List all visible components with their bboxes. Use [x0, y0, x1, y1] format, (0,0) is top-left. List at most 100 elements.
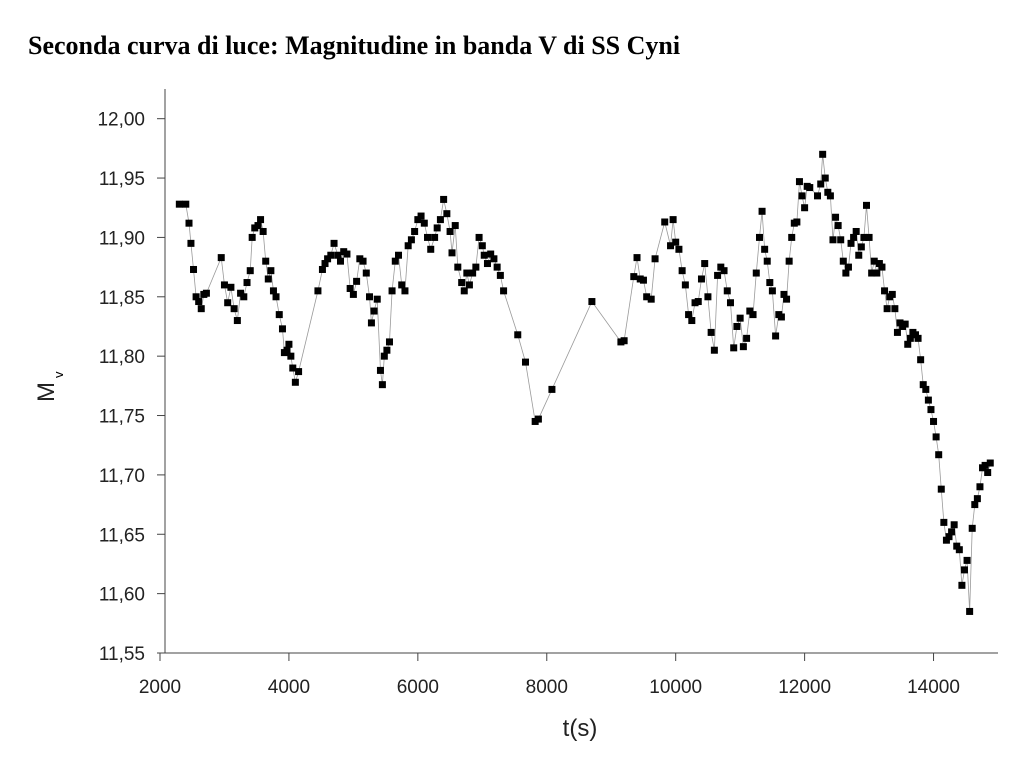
- data-point: [417, 212, 425, 220]
- data-point: [269, 287, 277, 295]
- data-point: [262, 257, 270, 265]
- data-point: [891, 305, 899, 313]
- data-point: [842, 269, 850, 277]
- data-point: [420, 219, 428, 227]
- data-point: [968, 524, 976, 532]
- x-tick-label: 2000: [139, 677, 181, 698]
- data-point: [726, 299, 734, 307]
- data-point: [487, 250, 495, 258]
- data-point: [707, 328, 715, 336]
- y-tick-label: 11,80: [99, 347, 145, 368]
- data-point: [343, 250, 351, 258]
- data-point: [478, 242, 486, 250]
- y-axis-label-sub: v: [51, 371, 66, 378]
- x-tick-label: 4000: [268, 677, 310, 698]
- data-point: [620, 337, 628, 345]
- data-point: [795, 178, 803, 186]
- data-point: [714, 271, 722, 279]
- data-point: [346, 284, 354, 292]
- data-point: [643, 293, 651, 301]
- y-tick-label: 11,75: [99, 407, 145, 428]
- data-point: [395, 251, 403, 259]
- data-point: [404, 242, 412, 250]
- data-point: [844, 263, 852, 271]
- data-point: [855, 251, 863, 259]
- data-point: [548, 385, 556, 393]
- data-point: [857, 243, 865, 251]
- data-point: [385, 338, 393, 346]
- data-point: [720, 267, 728, 275]
- data-point: [704, 293, 712, 301]
- data-point: [330, 239, 338, 247]
- data-point: [287, 352, 295, 360]
- data-point: [752, 269, 760, 277]
- data-point: [862, 201, 870, 209]
- y-tick-label: 11,55: [99, 644, 145, 665]
- data-point: [960, 566, 968, 574]
- data-point: [761, 245, 769, 253]
- data-point: [678, 267, 686, 275]
- data-point: [971, 501, 979, 509]
- data-point: [852, 227, 860, 235]
- data-point: [911, 331, 919, 339]
- data-point: [647, 295, 655, 303]
- data-point: [366, 293, 373, 301]
- x-axis-label: t(s): [563, 715, 598, 742]
- data-point: [220, 281, 228, 289]
- data-point: [685, 311, 693, 319]
- data-point: [766, 279, 774, 287]
- data-point: [588, 298, 596, 306]
- data-point: [896, 319, 904, 327]
- data-point: [694, 298, 702, 306]
- data-point: [919, 381, 927, 389]
- data-point: [243, 279, 251, 287]
- data-line: [179, 154, 991, 612]
- data-point: [883, 305, 891, 313]
- x-tick-label: 12000: [778, 677, 831, 698]
- data-point: [850, 233, 858, 241]
- data-point: [860, 233, 868, 241]
- data-point: [701, 260, 709, 268]
- data-point: [837, 236, 845, 244]
- data-point: [785, 257, 793, 265]
- data-point: [454, 263, 462, 271]
- data-point: [185, 219, 193, 227]
- data-point: [901, 320, 909, 328]
- data-point: [981, 461, 989, 469]
- data-point: [237, 289, 245, 297]
- data-point: [937, 485, 945, 493]
- data-point: [630, 273, 638, 281]
- data-point: [264, 275, 272, 283]
- x-tick-label: 10000: [649, 677, 702, 698]
- data-point: [257, 216, 265, 224]
- data-point: [633, 254, 641, 262]
- data-point: [681, 281, 689, 289]
- data-point: [801, 204, 809, 212]
- data-point: [958, 581, 966, 589]
- data-point: [334, 251, 342, 259]
- data-point: [739, 343, 747, 351]
- data-point: [651, 255, 659, 263]
- data-point: [187, 239, 195, 247]
- data-point: [233, 317, 241, 325]
- data-point: [534, 415, 542, 423]
- data-point: [521, 358, 529, 366]
- data-point: [881, 287, 889, 295]
- data-point: [817, 180, 825, 188]
- data-point: [780, 290, 788, 298]
- data-point: [819, 150, 827, 158]
- data-point: [202, 289, 210, 297]
- data-point: [275, 311, 283, 319]
- data-point: [227, 283, 235, 291]
- data-point: [289, 364, 297, 372]
- x-tick-label: 14000: [907, 677, 960, 698]
- data-point: [407, 236, 415, 244]
- data-point: [431, 233, 439, 241]
- data-point: [411, 227, 419, 235]
- data-point: [446, 227, 454, 235]
- data-point: [824, 188, 832, 196]
- data-point: [483, 260, 491, 268]
- data-point: [868, 269, 876, 277]
- data-point: [743, 334, 751, 342]
